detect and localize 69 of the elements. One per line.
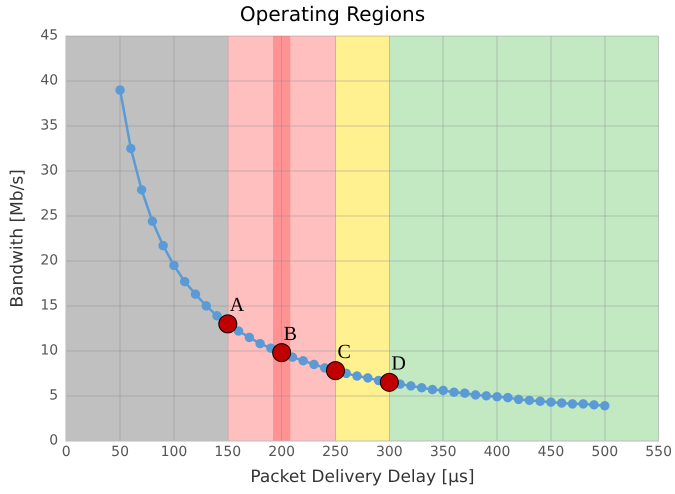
point	[218, 314, 238, 334]
x-tick-label: 0	[62, 444, 71, 460]
point	[578, 399, 588, 409]
x-tick-label: 100	[160, 444, 188, 460]
point	[180, 276, 190, 286]
y-tick-label: 25	[40, 208, 58, 224]
point	[255, 338, 265, 348]
point	[169, 260, 179, 270]
point	[148, 216, 158, 226]
point	[589, 400, 599, 410]
y-tick-label: 45	[40, 28, 58, 44]
point	[524, 396, 534, 406]
point	[514, 394, 524, 404]
y-tick-label: 20	[40, 252, 58, 269]
point	[272, 343, 292, 362]
point	[438, 386, 448, 396]
x-tick-label: 400	[484, 444, 510, 460]
y-tick-label: 0	[49, 432, 58, 448]
point	[326, 361, 345, 380]
y-tick-label: 5	[49, 387, 58, 404]
annotation: C	[338, 340, 351, 363]
x-tick-label: 300	[376, 444, 403, 460]
point	[136, 185, 146, 195]
x-tick-label: 500	[591, 444, 618, 460]
point	[309, 360, 319, 370]
x-tick-label: 200	[268, 444, 296, 460]
annotation: B	[284, 322, 297, 345]
point	[212, 311, 222, 321]
point	[568, 399, 578, 409]
y-tick-label: 35	[40, 118, 58, 134]
y-tick-label: 40	[40, 72, 58, 89]
point	[363, 373, 373, 383]
point	[190, 289, 200, 299]
y-axis-title: Bandwith [Mb/s]	[8, 169, 28, 308]
point	[126, 144, 136, 154]
annotation: D	[391, 352, 406, 375]
y-tick-label: 10	[40, 342, 58, 358]
y-tick-label: 30	[40, 162, 58, 179]
point	[492, 392, 502, 402]
point	[201, 301, 211, 311]
point	[470, 390, 480, 400]
x-tick-label: 250	[322, 444, 349, 460]
point	[556, 398, 566, 408]
point	[449, 387, 459, 397]
x-tick-label: 150	[214, 444, 242, 460]
x-tick-label: 450	[538, 444, 564, 460]
chart-title: Operating Regions	[240, 2, 426, 26]
annotation: A	[230, 294, 245, 316]
point	[503, 392, 513, 402]
point	[535, 396, 545, 406]
point	[115, 85, 125, 95]
point	[234, 326, 244, 336]
point	[428, 384, 438, 394]
point	[244, 332, 254, 342]
point	[460, 388, 470, 398]
point	[600, 400, 610, 410]
point	[406, 381, 416, 391]
x-tick-label: 350	[430, 444, 457, 460]
y-tick-label: 15	[40, 298, 58, 314]
point	[546, 397, 556, 407]
point	[298, 356, 308, 366]
x-axis-title: Packet Delivery Delay [µs]	[250, 467, 474, 488]
point	[380, 372, 399, 392]
x-tick-label: 50	[111, 444, 129, 460]
point	[352, 371, 362, 381]
x-tick-label: 550	[645, 444, 672, 460]
point	[416, 382, 426, 392]
point	[482, 391, 492, 401]
point	[158, 240, 168, 250]
